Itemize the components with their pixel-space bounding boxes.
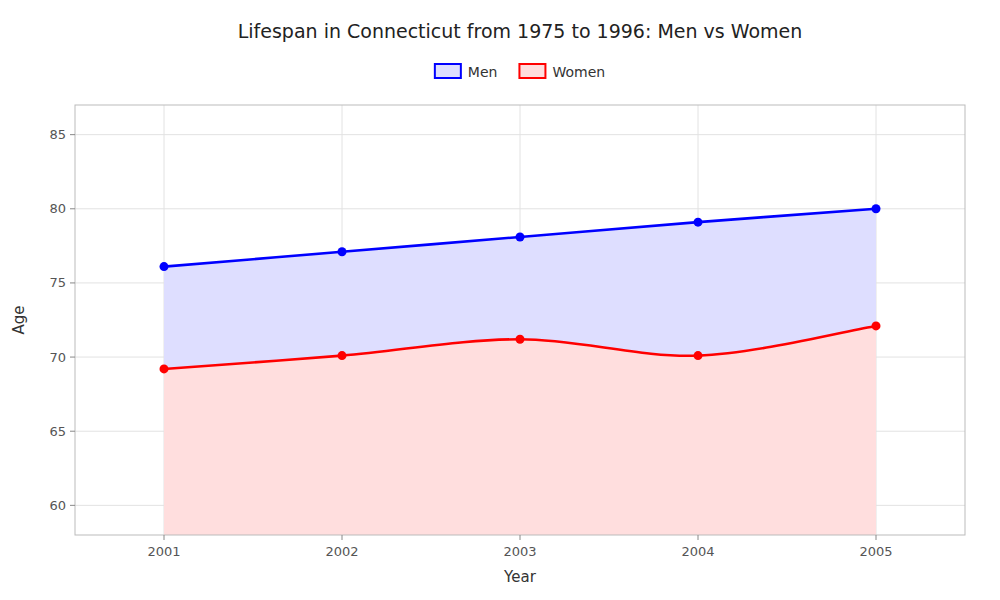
chart: Lifespan in Connecticut from 1975 to 199… — [0, 0, 1000, 600]
x-tick — [698, 535, 699, 540]
legend-label: Women — [552, 64, 605, 80]
legend-swatch — [519, 64, 545, 78]
y-tick-label: 75 — [49, 275, 66, 290]
point — [338, 247, 347, 256]
y-tick-label: 80 — [49, 201, 66, 216]
y-tick-label: 70 — [49, 350, 66, 365]
legend: Men Women — [435, 64, 605, 80]
legend-item: Women — [519, 64, 605, 80]
y-tick-label: 60 — [49, 498, 66, 513]
x-tick — [164, 535, 165, 540]
x-tick-label: 2003 — [503, 544, 536, 559]
line — [164, 209, 876, 267]
y-tick — [70, 431, 75, 432]
point — [516, 232, 525, 241]
y-tick — [70, 282, 75, 283]
area — [164, 209, 876, 535]
x-tick-label: 2004 — [681, 544, 714, 559]
grid — [75, 105, 965, 535]
point — [338, 351, 347, 360]
plot-frame — [75, 105, 965, 535]
point — [160, 262, 169, 271]
x-tick-label: 2005 — [859, 544, 892, 559]
x-tick-label: 2002 — [325, 544, 358, 559]
point — [872, 204, 881, 213]
y-tick — [70, 357, 75, 358]
line — [164, 326, 876, 369]
point — [694, 218, 703, 227]
y-tick-label: 65 — [49, 424, 66, 439]
x-tick — [520, 535, 521, 540]
x-axis-label: Year — [503, 568, 537, 586]
x-tick — [876, 535, 877, 540]
point — [872, 321, 881, 330]
legend-label: Men — [468, 64, 498, 80]
chart-container: Lifespan in Connecticut from 1975 to 199… — [0, 0, 1000, 600]
point — [160, 364, 169, 373]
point — [516, 335, 525, 344]
y-tick — [70, 134, 75, 135]
x-tick-label: 2001 — [147, 544, 180, 559]
plot-area — [160, 204, 881, 535]
y-tick — [70, 208, 75, 209]
y-axis-label: Age — [10, 305, 28, 334]
y-tick-label: 85 — [49, 127, 66, 142]
title: Lifespan in Connecticut from 1975 to 199… — [238, 20, 803, 42]
area — [164, 326, 876, 535]
axes: 2001 2002 2003 2004 2005 60 65 70 75 80 85 — [49, 127, 892, 559]
y-tick — [70, 505, 75, 506]
x-tick — [342, 535, 343, 540]
legend-item: Men — [435, 64, 498, 80]
legend-swatch — [435, 64, 461, 78]
point — [694, 351, 703, 360]
